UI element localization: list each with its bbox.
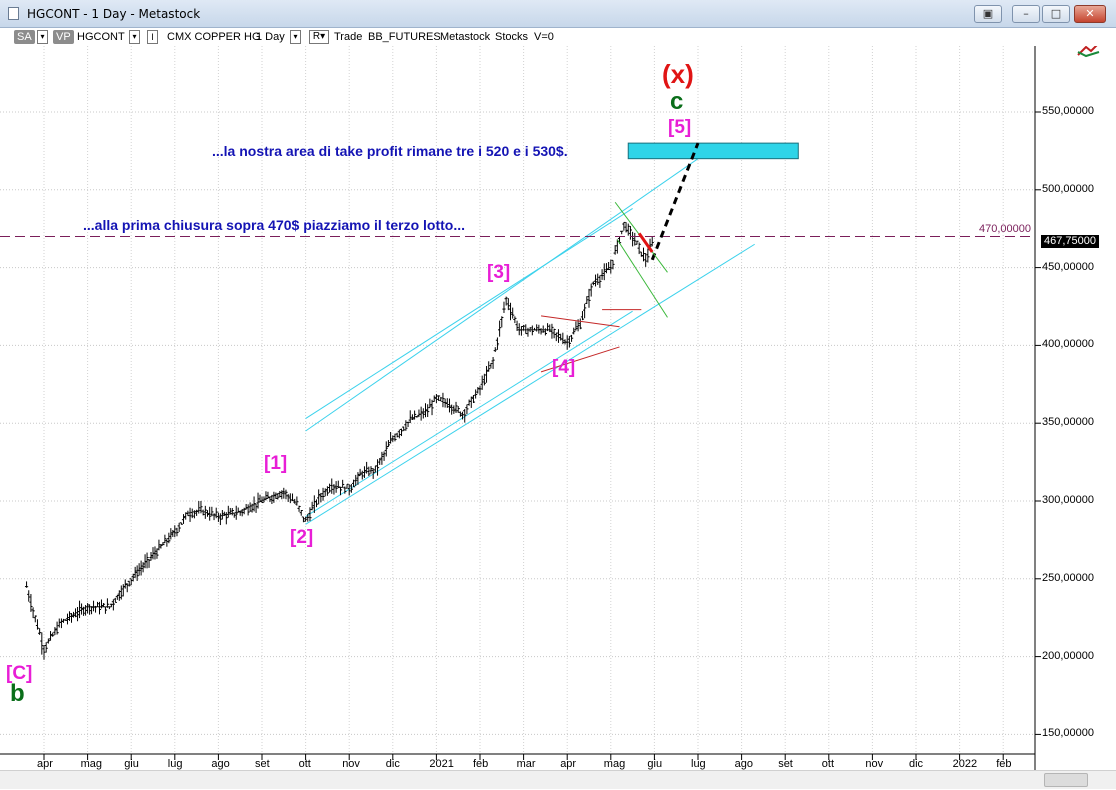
price-tick-label: 300,00000 <box>1042 494 1094 506</box>
wave-label-c-upper: [C] <box>6 663 33 684</box>
chart-tool-icon[interactable] <box>1077 46 1100 58</box>
level-label: 470,00000 <box>979 223 1031 235</box>
period-dropdown-icon[interactable]: ▾ <box>290 30 301 44</box>
symbol-label: HGCONT <box>77 31 125 43</box>
last-price-badge: 467,75000 <box>1041 235 1099 248</box>
month-tick-label: 2022 <box>952 758 978 770</box>
month-tick-label: dic <box>909 758 924 770</box>
month-tick-label: mar <box>516 758 536 770</box>
series-button[interactable]: I <box>147 30 158 44</box>
scrollbar-thumb[interactable] <box>1044 773 1088 787</box>
grid <box>0 46 1035 754</box>
wave-label-x: (x) <box>662 59 694 89</box>
ohlc-bars <box>24 221 654 660</box>
minimize-button[interactable]: – <box>1012 5 1040 23</box>
sa-dropdown-icon[interactable]: ▾ <box>37 30 48 44</box>
take-profit-note: ...la nostra area di take profit rimane … <box>212 143 568 159</box>
source-label: BB_FUTURES <box>368 31 441 43</box>
category-label: Stocks <box>495 31 529 43</box>
triangle-lower-line <box>540 346 620 373</box>
price-tick-label: 250,00000 <box>1042 571 1094 584</box>
type-label: Trade <box>334 31 363 43</box>
wave-label-b: b <box>10 680 25 707</box>
horizontal-scrollbar[interactable] <box>0 770 1116 789</box>
price-tick-label: 150,00000 <box>1042 727 1094 740</box>
month-tick-label: ott <box>821 758 835 770</box>
price-chart[interactable] <box>0 46 1116 790</box>
month-tick-label: feb <box>996 758 1012 770</box>
price-tick-label: 550,00000 <box>1042 105 1094 117</box>
restore-window-icon[interactable]: ▣ <box>974 5 1002 23</box>
instrument-label: CMX COPPER HG <box>167 31 261 43</box>
month-tick-label: lug <box>691 758 706 770</box>
third-lot-note: ...alla prima chiusura sopra 470$ piazzi… <box>83 217 465 233</box>
month-tick-label: dic <box>385 758 400 770</box>
month-tick-label: feb <box>473 758 489 770</box>
breakout-marker <box>637 232 654 253</box>
chart-toolbar: SA ▾ VP HGCONT ▾ I CMX COPPER HG 1 Day ▾… <box>0 28 1116 46</box>
month-tick-label: ago <box>734 758 753 770</box>
price-tick-label: 450,00000 <box>1042 260 1094 273</box>
wave-label-2: [2] <box>290 527 314 548</box>
sa-button[interactable]: SA <box>14 30 35 44</box>
wave-label-5: [5] <box>668 117 692 138</box>
month-tick-label: mag <box>603 758 626 770</box>
price-axis <box>1035 111 1041 735</box>
month-tick-label: set <box>255 758 270 770</box>
take-profit-zone <box>627 142 799 160</box>
plot-area <box>0 46 1035 754</box>
triangle-upper-line <box>540 315 620 328</box>
maximize-button[interactable]: □ <box>1042 5 1070 23</box>
month-tick-label: set <box>778 758 793 770</box>
month-tick-label: nov <box>865 758 884 770</box>
volume-label: V=0 <box>534 31 554 43</box>
price-tick-label: 500,00000 <box>1042 182 1094 195</box>
month-tick-label: 2021 <box>429 758 454 770</box>
chart-window-icon <box>8 7 19 20</box>
window-title: HGCONT - 1 Day - Metastock <box>27 7 201 21</box>
symbol-dropdown-icon[interactable]: ▾ <box>129 30 140 44</box>
overlay-lines <box>0 142 1035 373</box>
channel-bottom-line <box>305 243 755 525</box>
month-tick-label: giu <box>647 758 663 770</box>
channel-upper-line <box>305 158 699 432</box>
vp-button[interactable]: VP <box>53 30 74 44</box>
month-tick-label: lug <box>167 758 183 770</box>
month-tick-label: ago <box>211 758 230 770</box>
month-tick-label: giu <box>124 758 139 770</box>
wave-label-3: [3] <box>487 262 511 283</box>
channel-lower-line <box>305 310 633 517</box>
r-button-label: R <box>312 31 321 42</box>
price-tick-label: 400,00000 <box>1042 338 1094 351</box>
title-bar: HGCONT - 1 Day - Metastock ▣ – □ ✕ <box>0 0 1116 28</box>
wave-label-1: [1] <box>264 453 288 474</box>
provider-label: Metastock <box>440 31 491 43</box>
month-tick-label: mag <box>80 758 102 770</box>
projection-line <box>650 142 700 261</box>
price-tick-label: 200,00000 <box>1042 649 1094 662</box>
time-axis <box>43 754 1004 760</box>
close-button[interactable]: ✕ <box>1074 5 1106 23</box>
channel-lines <box>305 158 755 525</box>
month-tick-label: apr <box>560 758 577 770</box>
flag-lower-line <box>616 239 668 318</box>
period-label: 1 Day <box>256 31 285 43</box>
price-tick-label: 350,00000 <box>1042 416 1094 429</box>
month-tick-label: apr <box>37 758 53 770</box>
r-button[interactable]: R▾ <box>309 30 329 44</box>
month-tick-label: ott <box>298 758 311 770</box>
wave-label-4: [4] <box>552 357 576 378</box>
wave-label-c-green: c <box>670 88 684 115</box>
month-tick-label: nov <box>342 758 360 770</box>
channel-mid-upper-line <box>305 208 633 419</box>
